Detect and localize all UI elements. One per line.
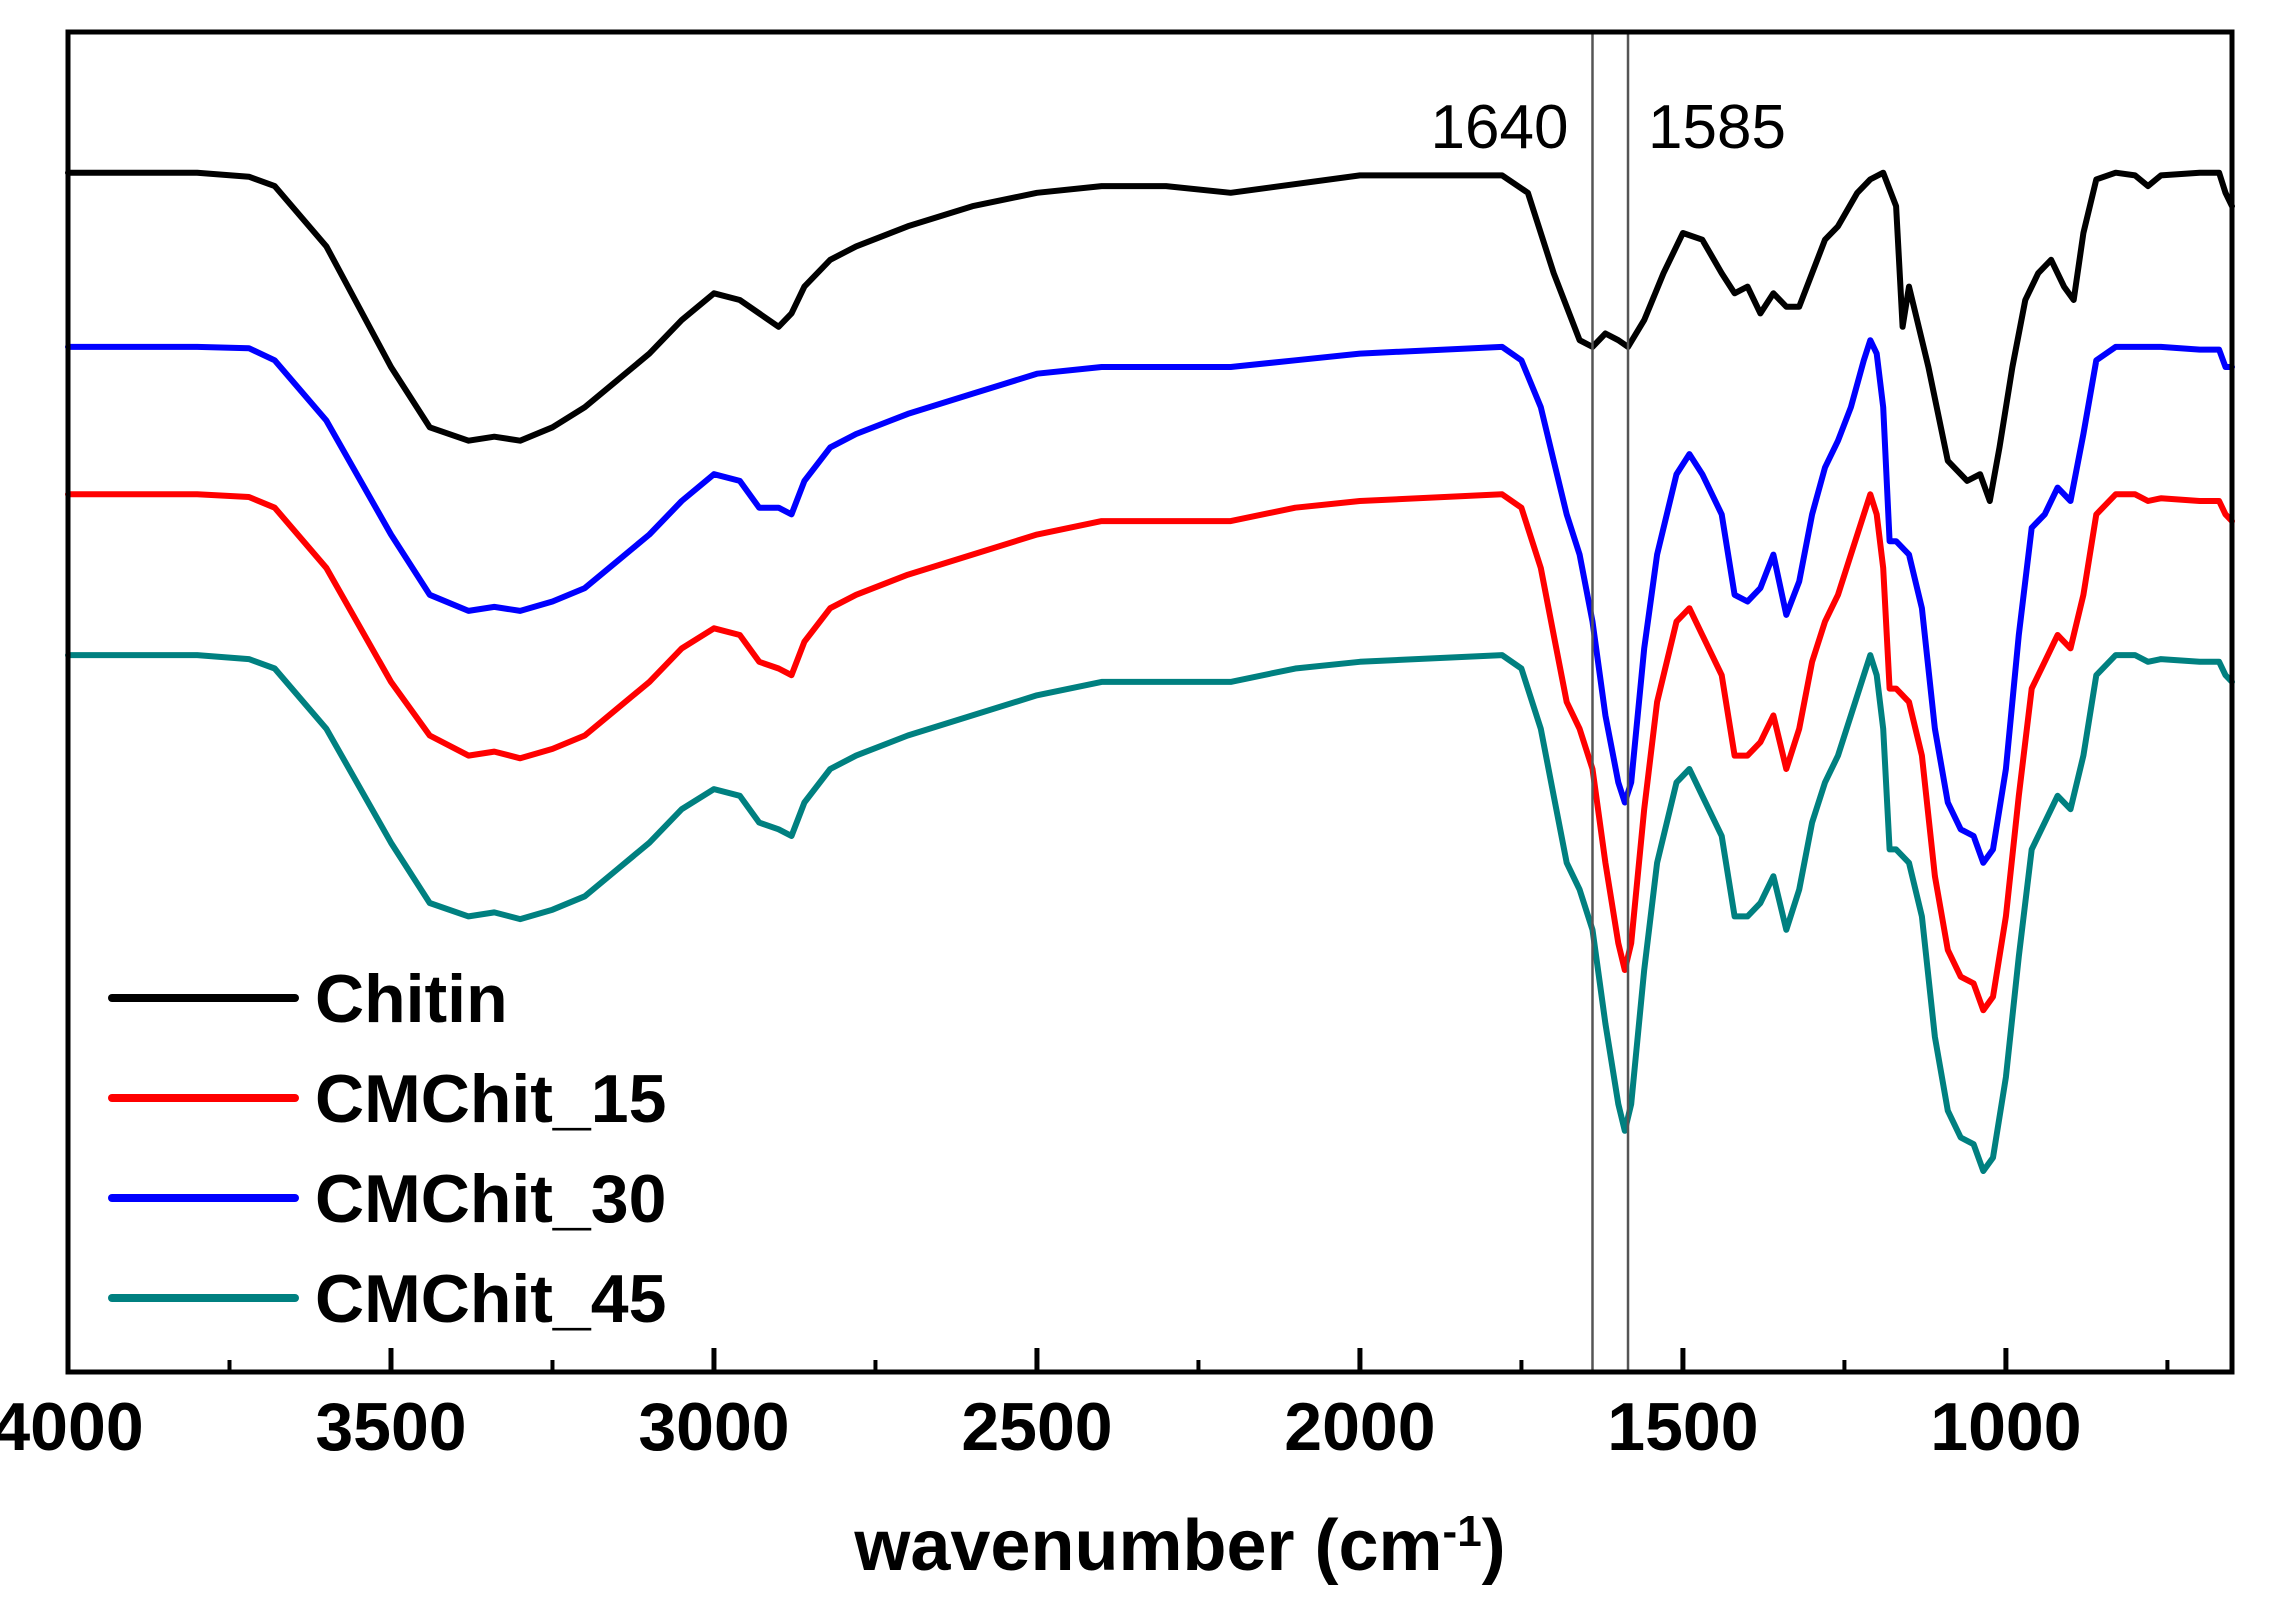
series-layer	[65, 169, 2235, 1174]
x-axis-ticks: 4000 3500 3000 2500 2000 1500 1000	[0, 1348, 2170, 1465]
x-axis-title: wavenumber (cm-1)	[853, 1506, 1505, 1586]
series-line-cmchit-30	[65, 337, 2235, 866]
legend-label-cmchit-15: CMChit_15	[315, 1061, 666, 1137]
annotation-label-1640: 1640	[1431, 93, 1569, 162]
x-tick-label-2500: 2500	[961, 1389, 1112, 1465]
x-tick-label-2000: 2000	[1284, 1389, 1435, 1465]
x-tick-label-1000: 1000	[1930, 1389, 2081, 1465]
legend-label-cmchit-30: CMChit_30	[315, 1161, 666, 1237]
plot-area-frame	[65, 29, 2235, 1375]
x-tick-label-3500: 3500	[315, 1389, 466, 1465]
x-tick-label-1500: 1500	[1607, 1389, 1758, 1465]
annotation-layer: 1640 1585	[1431, 32, 1786, 1372]
x-axis-title-superscript: -1	[1443, 1507, 1482, 1556]
x-axis-title-main: wavenumber (cm	[853, 1506, 1442, 1586]
x-tick-label-4000: 4000	[0, 1389, 144, 1465]
series-line-chitin	[65, 169, 2235, 504]
legend: Chitin CMChit_15 CMChit_30 CMChit_45	[108, 961, 666, 1337]
x-tick-label-3000: 3000	[638, 1389, 789, 1465]
series-line-cmchit-45	[65, 652, 2235, 1174]
x-axis-title-close: )	[1482, 1506, 1506, 1586]
legend-label-chitin: Chitin	[315, 961, 508, 1037]
legend-label-cmchit-45: CMChit_45	[315, 1261, 666, 1337]
series-line-cmchit-15	[65, 491, 2235, 1014]
annotation-label-1585: 1585	[1648, 93, 1786, 162]
